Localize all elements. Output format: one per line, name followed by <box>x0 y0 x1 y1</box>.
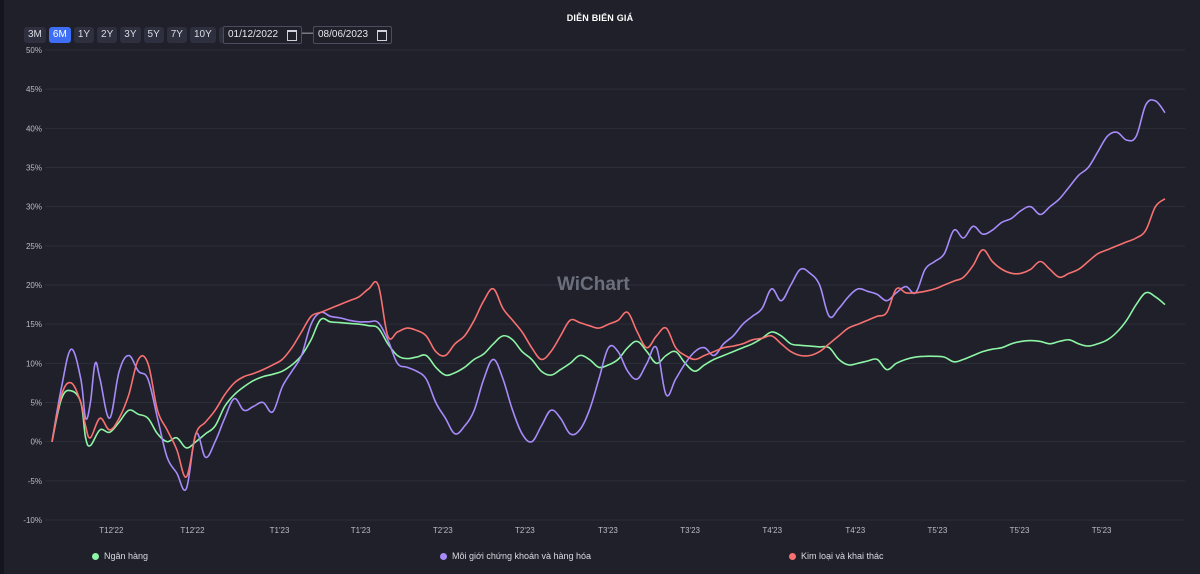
y-tick-label: -5% <box>28 477 42 486</box>
range-button-10y[interactable]: 10Y <box>189 27 216 43</box>
y-tick-label: 30% <box>26 203 42 212</box>
x-tick-label: T12'22 <box>99 526 124 535</box>
range-button-3m[interactable]: 3M <box>24 27 46 43</box>
date-from-input[interactable]: 01/12/2022 <box>223 26 302 44</box>
legend-item-kim-loai[interactable]: Kim loại và khai thác <box>789 551 884 561</box>
y-tick-label: 5% <box>30 399 42 408</box>
date-to-input[interactable]: 08/06/2023 <box>313 26 392 44</box>
x-tick-label: T1'23 <box>270 526 290 535</box>
y-tick-label: 35% <box>26 164 42 173</box>
y-tick-label: 20% <box>26 281 42 290</box>
legend-dot <box>440 552 447 560</box>
series-line-moi-gioi <box>51 99 1166 492</box>
y-tick-label: 50% <box>26 46 42 55</box>
grid-lines <box>45 49 1185 521</box>
legend-dot <box>789 552 796 560</box>
x-tick-label: T4'23 <box>845 526 865 535</box>
y-tick-label: 15% <box>26 320 42 329</box>
y-tick-label: 10% <box>26 359 42 368</box>
x-tick-label: T1'23 <box>351 526 371 535</box>
range-button-3y[interactable]: 3Y <box>120 27 141 43</box>
range-button-2y[interactable]: 2Y <box>97 27 118 43</box>
range-button-5y[interactable]: 5Y <box>143 27 164 43</box>
range-button-6m[interactable]: 6M <box>48 27 71 43</box>
series-line-kim-loai <box>51 198 1166 478</box>
chart-title: DIỄN BIẾN GIÁ <box>566 13 634 23</box>
legend-label: Kim loại và khai thác <box>801 551 884 561</box>
left-edge-strip <box>0 0 4 574</box>
x-tick-label: T4'23 <box>762 526 782 535</box>
range-button-7y[interactable]: 7Y <box>166 27 187 43</box>
x-tick-label: T5'23 <box>928 526 948 535</box>
watermark: WiChart <box>557 274 630 295</box>
y-tick-label: 0% <box>30 438 42 447</box>
x-tick-label: T3'23 <box>680 526 700 535</box>
y-tick-label: 45% <box>26 85 42 94</box>
x-tick-label: T2'23 <box>433 526 453 535</box>
y-tick-label: 25% <box>26 242 42 251</box>
y-tick-label: -10% <box>23 516 42 525</box>
calendar-icon[interactable] <box>377 30 387 41</box>
legend: Ngân hàng Môi giới chứng khoán và hàng h… <box>0 551 1200 565</box>
series-line-ngan-hang <box>51 291 1166 449</box>
legend-dot <box>92 552 99 560</box>
x-tick-label: T12'22 <box>180 526 205 535</box>
x-tick-label: T2'23 <box>515 526 535 535</box>
date-separator: — <box>302 27 313 39</box>
legend-item-ngan-hang[interactable]: Ngân hàng <box>92 551 148 561</box>
legend-label: Môi giới chứng khoán và hàng hóa <box>452 551 592 561</box>
x-tick-label: T3'23 <box>598 526 618 535</box>
date-from-value: 01/12/2022 <box>228 29 279 40</box>
legend-item-moi-gioi[interactable]: Môi giới chứng khoán và hàng hóa <box>440 551 591 561</box>
x-tick-label: T5'23 <box>1010 526 1030 535</box>
y-axis-labels: -10% -5% 0% 5% 10% 15% 20% 25% 30% 35% 40% 45% 50% <box>23 46 42 525</box>
y-tick-label: 40% <box>26 124 42 133</box>
calendar-icon[interactable] <box>287 30 297 41</box>
x-axis-labels: T12'22 T12'22 T1'23 T1'23 T2'23 T2'23 T3'23 T3'… <box>99 526 1112 535</box>
range-button-1y[interactable]: 1Y <box>73 27 95 43</box>
legend-label: Ngân hàng <box>104 551 149 561</box>
date-to-value: 08/06/2023 <box>318 29 369 40</box>
x-tick-label: T5'23 <box>1092 526 1112 535</box>
series-lines <box>51 99 1166 492</box>
